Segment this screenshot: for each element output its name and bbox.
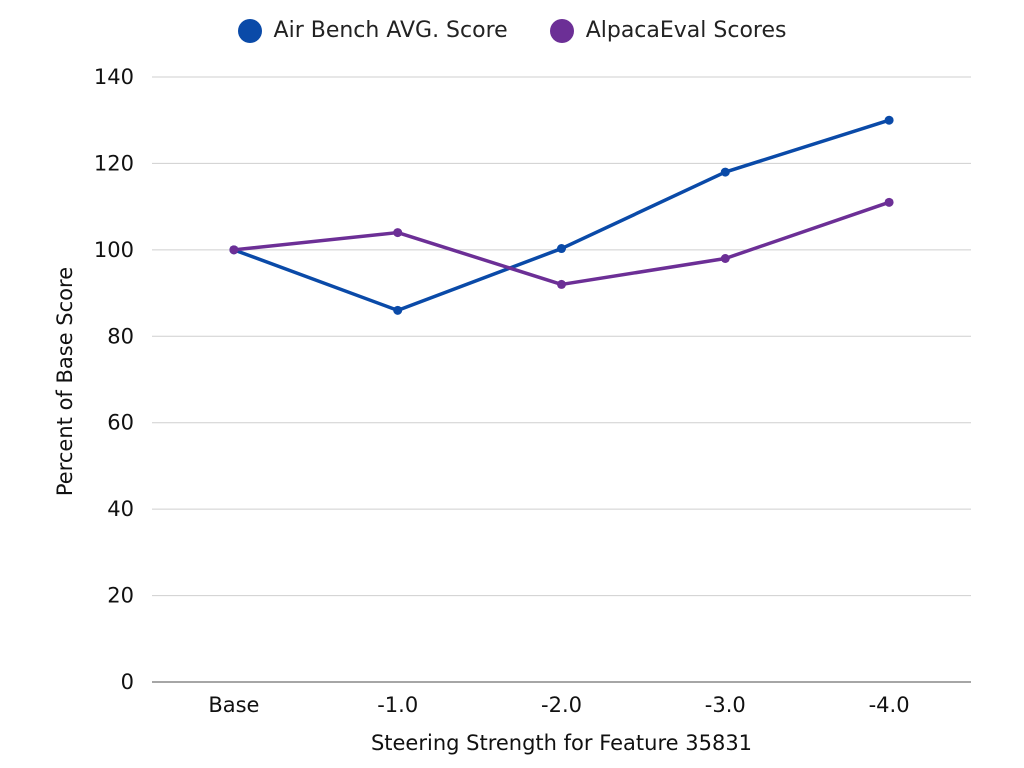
y-tick-label: 140: [94, 65, 134, 89]
y-tick-label: 20: [107, 584, 134, 608]
y-tick-label: 80: [107, 324, 134, 348]
chart-legend: Air Bench AVG. Score AlpacaEval Scores: [0, 18, 1024, 43]
x-tick-label: -3.0: [705, 693, 746, 717]
y-tick-label: 40: [107, 497, 134, 521]
legend-item-alpacaeval: AlpacaEval Scores: [549, 18, 787, 43]
gridlines: [152, 76, 971, 683]
x-axis-tick-labels: Base -1.0 -2.0 -3.0 -4.0: [208, 693, 909, 717]
y-tick-label: 60: [107, 411, 134, 435]
y-axis-title: Percent of Base Score: [53, 267, 77, 496]
x-tick-label: -2.0: [541, 693, 582, 717]
x-tick-label: -1.0: [377, 693, 418, 717]
y-tick-label: 120: [94, 151, 134, 175]
data-point: [393, 228, 403, 238]
data-point: [720, 254, 730, 263]
legend-label-air-bench: Air Bench AVG. Score: [273, 18, 508, 43]
data-point: [229, 245, 239, 255]
series-line-1: [232, 200, 891, 287]
x-tick-label: -4.0: [869, 693, 910, 717]
data-point: [884, 115, 894, 125]
legend-item-air-bench: Air Bench AVG. Score: [237, 18, 508, 43]
y-tick-label: 100: [94, 238, 134, 262]
x-axis-title: Steering Strength for Feature 35831: [371, 731, 752, 755]
data-point: [884, 197, 894, 207]
series-points: [229, 115, 894, 315]
legend-swatch-air-bench: [237, 18, 262, 43]
data-point: [393, 305, 403, 315]
y-tick-label: 0: [121, 670, 134, 694]
legend-swatch-alpacaeval: [549, 18, 574, 43]
y-axis-tick-labels: 0 20 40 60 80 100 120 140: [94, 65, 134, 694]
data-point: [557, 279, 566, 289]
legend-label-alpacaeval: AlpacaEval Scores: [585, 18, 787, 43]
data-point: [720, 167, 730, 177]
x-tick-label: Base: [208, 693, 259, 717]
data-point: [557, 244, 566, 254]
